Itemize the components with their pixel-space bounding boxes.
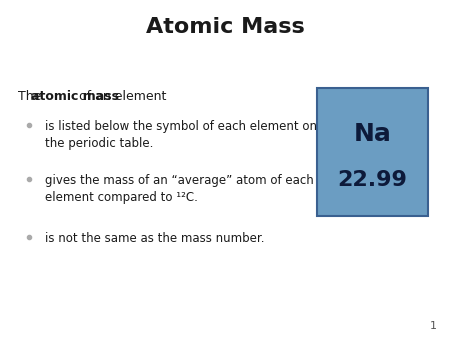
Text: Na: Na [353,122,392,146]
Text: 22.99: 22.99 [338,170,407,190]
Text: Atomic Mass: Atomic Mass [146,17,304,37]
Text: atomic mass: atomic mass [31,90,119,102]
Text: of an element: of an element [75,90,166,102]
Text: The: The [18,90,45,102]
Text: is listed below the symbol of each element on
the periodic table.: is listed below the symbol of each eleme… [45,120,317,150]
FancyBboxPatch shape [317,88,428,216]
Text: is not the same as the mass number.: is not the same as the mass number. [45,232,265,244]
Text: 1: 1 [429,321,436,331]
Text: gives the mass of an “average” atom of each
element compared to ¹²C.: gives the mass of an “average” atom of e… [45,174,314,204]
